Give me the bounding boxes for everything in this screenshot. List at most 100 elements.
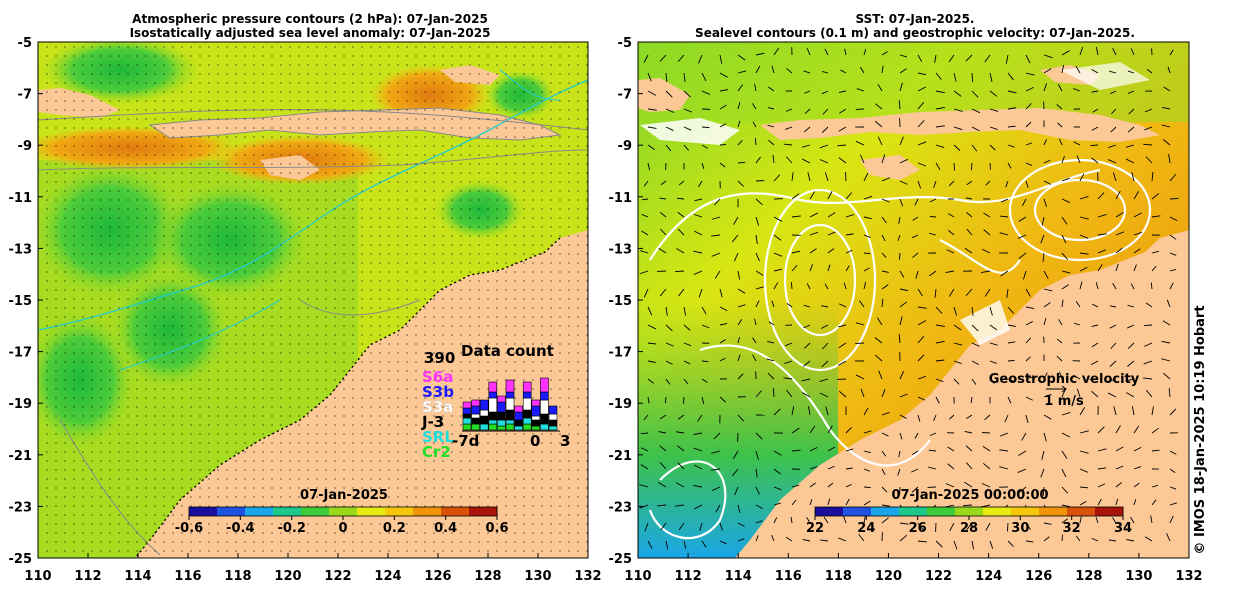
velocity-arrow — [675, 504, 685, 507]
velocity-arrow — [773, 47, 779, 56]
velocity-arrow — [965, 197, 973, 200]
data-count-bar-segment — [514, 419, 523, 427]
velocity-arrow — [1168, 154, 1171, 164]
velocity-arrow — [1017, 234, 1027, 239]
velocity-arrow — [933, 414, 937, 422]
velocity-arrow — [791, 484, 800, 488]
data-count-bar-segment — [488, 391, 498, 399]
velocity-arrow — [1007, 396, 1012, 404]
velocity-arrow — [989, 90, 998, 97]
velocity-arrow — [1061, 252, 1069, 261]
velocity-arrow — [755, 252, 760, 262]
velocity-arrow — [935, 90, 945, 94]
left-title-line1: Atmospheric pressure contours (2 hPa): 0… — [132, 12, 488, 26]
velocity-arrow — [1151, 250, 1160, 254]
velocity-arrow — [1041, 450, 1045, 460]
left-title: Atmospheric pressure contours (2 hPa): 0… — [60, 12, 560, 40]
velocity-arrow — [1043, 522, 1052, 525]
velocity-arrow — [989, 342, 998, 346]
velocity-arrow — [859, 300, 865, 308]
velocity-arrow — [1005, 180, 1009, 188]
data-count-bar-segment — [548, 413, 558, 421]
velocity-arrow — [1133, 466, 1142, 470]
velocity-arrow — [719, 357, 726, 362]
velocity-arrow — [640, 464, 649, 470]
velocity-arrow — [845, 498, 850, 506]
velocity-arrow — [755, 504, 763, 510]
velocity-arrow — [928, 466, 937, 470]
velocity-arrow — [1169, 486, 1177, 490]
data-count-bar-segment — [497, 419, 506, 427]
velocity-arrow — [1169, 502, 1178, 506]
velocity-arrow — [1043, 270, 1049, 279]
velocity-arrow — [827, 231, 836, 236]
velocity-arrow — [949, 522, 955, 532]
velocity-arrow — [876, 317, 883, 326]
velocity-arrow — [1079, 216, 1089, 220]
velocity-arrow — [1061, 64, 1065, 74]
velocity-arrow — [1007, 306, 1014, 314]
velocity-arrow — [1127, 360, 1135, 367]
velocity-arrow — [881, 486, 888, 493]
velocity-arrow — [698, 288, 703, 298]
velocity-arrow — [881, 504, 890, 507]
velocity-arrow — [719, 396, 727, 403]
velocity-arrow — [1166, 533, 1171, 542]
velocity-arrow — [694, 230, 703, 236]
data-count-bar-segment — [488, 411, 498, 421]
colorbar-segment — [385, 507, 414, 516]
velocity-arrow — [838, 360, 847, 366]
velocity-arrow — [820, 324, 829, 329]
velocity-arrow — [683, 144, 690, 151]
velocity-arrow — [1076, 155, 1081, 164]
velocity-arrow — [827, 446, 836, 452]
velocity-arrow — [659, 445, 667, 452]
velocity-arrow — [935, 359, 945, 362]
velocity-arrow — [719, 72, 728, 78]
left-lon-tick: 132 — [574, 569, 601, 584]
velocity-arrow — [737, 319, 743, 326]
velocity-arrow — [752, 337, 757, 344]
velocity-arrow — [665, 72, 668, 82]
velocity-arrow — [773, 216, 783, 222]
velocity-arrow — [912, 252, 919, 258]
velocity-arrow — [1043, 180, 1052, 185]
velocity-arrow — [1169, 468, 1176, 474]
velocity-arrow — [1040, 468, 1045, 478]
velocity-arrow — [1092, 108, 1099, 113]
velocity-arrow — [1115, 446, 1124, 452]
velocity-arrow — [840, 69, 847, 74]
velocity-arrow — [821, 305, 829, 308]
velocity-arrow — [665, 360, 673, 365]
velocity-arrow — [647, 72, 652, 82]
velocity-arrow — [1115, 263, 1119, 272]
velocity-arrow — [701, 72, 707, 82]
data-count-bar-segment — [471, 417, 480, 425]
left-lon-tick: 114 — [124, 569, 151, 584]
velocity-arrow — [791, 499, 797, 506]
velocity-arrow — [1079, 196, 1089, 200]
colorbar-tick-label: -0.4 — [226, 521, 254, 536]
velocity-arrow — [935, 106, 945, 110]
velocity-arrow — [827, 190, 833, 200]
data-count-bar-segment — [514, 411, 523, 421]
velocity-arrow — [693, 485, 703, 488]
velocity-arrow — [784, 360, 793, 364]
velocity-arrow — [657, 504, 667, 507]
velocity-arrow — [1061, 534, 1063, 542]
velocity-arrow — [915, 270, 919, 279]
velocity-arrow — [858, 533, 865, 542]
velocity-arrow — [881, 284, 889, 290]
velocity-arrow — [1107, 378, 1117, 382]
data-count-bar-segment — [531, 405, 541, 417]
velocity-arrow — [917, 141, 927, 146]
right-title: SST: 07-Jan-2025. Sealevel contours (0.1… — [640, 12, 1190, 40]
velocity-arrow — [899, 534, 908, 542]
data-count-bar-segment — [462, 417, 472, 425]
velocity-arrow — [1151, 215, 1161, 218]
velocity-arrow — [1162, 320, 1171, 326]
left-lon-tick: 118 — [224, 569, 251, 584]
velocity-arrow — [822, 108, 829, 115]
velocity-arrow — [701, 306, 707, 315]
